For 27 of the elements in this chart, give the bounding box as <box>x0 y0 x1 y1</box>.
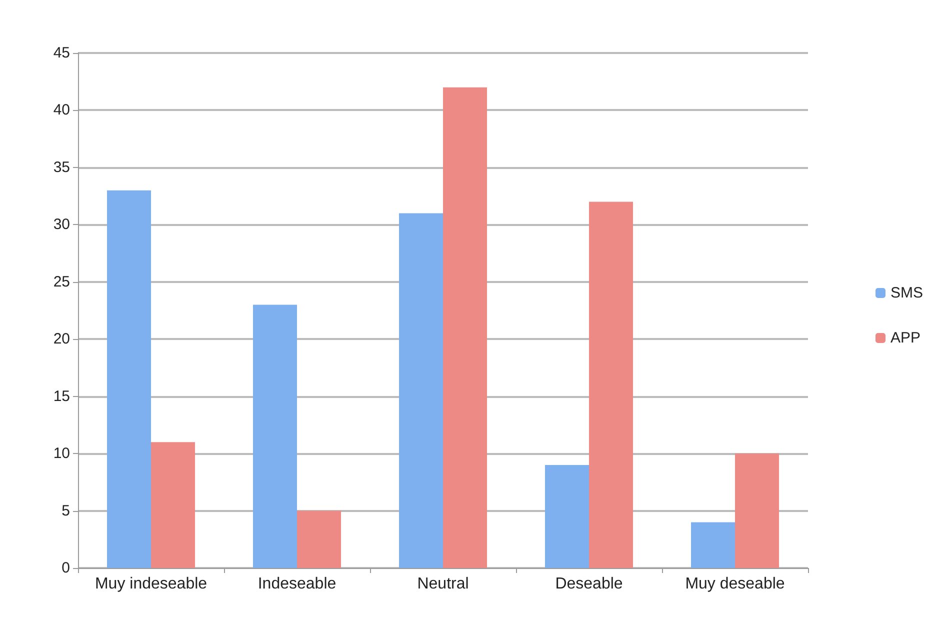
bar <box>589 202 633 568</box>
bar <box>151 442 195 568</box>
bar <box>735 454 779 568</box>
legend-label: SMS <box>890 284 924 302</box>
bar <box>253 304 297 568</box>
y-tick-label: 35 <box>53 158 70 176</box>
y-tick-label: 10 <box>53 445 70 462</box>
bar <box>691 522 735 568</box>
x-tick-label: Neutral <box>417 576 469 592</box>
bar <box>443 87 487 568</box>
bar <box>107 190 151 568</box>
legend-label: APP <box>890 330 921 346</box>
bar <box>399 213 443 568</box>
y-tick-label: 25 <box>53 273 70 290</box>
x-tick-label: Muy deseable <box>685 576 785 592</box>
bar <box>297 510 341 568</box>
y-tick-label: 20 <box>53 330 70 348</box>
y-tick-label: 30 <box>53 216 70 234</box>
x-tick-label: Deseable <box>555 576 623 592</box>
x-tick-label: Muy indeseable <box>94 576 208 592</box>
y-tick-label: 15 <box>53 388 70 405</box>
y-tick-label: 5 <box>62 502 70 520</box>
bar <box>545 465 589 568</box>
y-tick-label: 0 <box>62 560 70 576</box>
y-tick-label: 45 <box>53 44 70 62</box>
x-tick-label: Indeseable <box>258 576 336 592</box>
y-tick-label: 40 <box>53 102 70 119</box>
